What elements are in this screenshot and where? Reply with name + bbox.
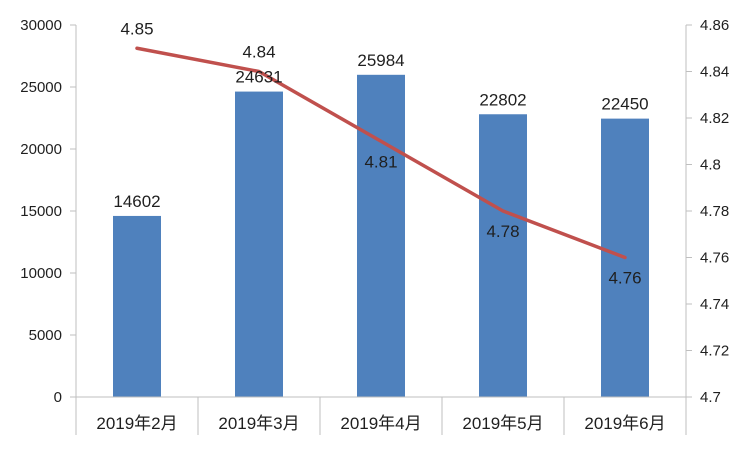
category-label: 2019年5月 (462, 414, 543, 433)
left-tick-label: 25000 (20, 79, 62, 96)
right-tick-label: 4.72 (700, 343, 729, 360)
bar (235, 91, 283, 398)
bar-value-label: 22450 (601, 95, 648, 114)
left-tick-label: 20000 (20, 141, 62, 158)
bar-data-labels: 14602 24631 25984 22802 22450 (113, 51, 648, 211)
left-tick-label: 15000 (20, 203, 62, 220)
right-axis: 4.7 4.72 4.74 4.76 4.78 4.8 4.82 4.84 4.86 (685, 17, 729, 406)
category-label: 2019年3月 (218, 414, 299, 433)
left-tick-label: 30000 (20, 17, 62, 34)
right-tick-label: 4.8 (700, 157, 721, 174)
right-tick-label: 4.82 (700, 110, 729, 127)
left-tick-label: 0 (54, 389, 62, 406)
bar (479, 114, 527, 398)
line-value-label: 4.85 (120, 19, 153, 38)
left-tick-label: 5000 (29, 327, 62, 344)
bar (357, 74, 405, 397)
right-tick-label: 4.86 (700, 17, 729, 34)
category-label: 2019年2月 (96, 414, 177, 433)
bar-value-label: 24631 (235, 68, 282, 87)
right-tick-label: 4.7 (700, 389, 721, 406)
right-tick-label: 4.76 (700, 250, 729, 267)
bar-value-label: 25984 (357, 51, 404, 70)
right-tick-label: 4.78 (700, 203, 729, 220)
line-data-labels: 4.85 4.84 4.81 4.78 4.76 (120, 19, 641, 287)
bar (113, 215, 161, 397)
bar-value-label: 14602 (113, 192, 160, 211)
right-tick-label: 4.84 (700, 64, 729, 81)
line-value-label: 4.84 (242, 43, 275, 62)
bar-series (113, 74, 649, 398)
category-label: 2019年6月 (584, 414, 665, 433)
line-series (135, 46, 627, 260)
category-label: 2019年4月 (340, 414, 421, 433)
line-value-label: 4.81 (364, 152, 397, 171)
left-axis: 0 5000 10000 15000 20000 25000 30000 (20, 17, 77, 406)
x-axis: 2019年2月 2019年3月 2019年4月 2019年5月 2019年6月 (75, 396, 687, 435)
line-value-label: 4.78 (486, 222, 519, 241)
bar-value-label: 22802 (479, 90, 526, 109)
right-tick-label: 4.74 (700, 296, 729, 313)
line-value-label: 4.76 (608, 269, 641, 288)
left-tick-label: 10000 (20, 265, 62, 282)
